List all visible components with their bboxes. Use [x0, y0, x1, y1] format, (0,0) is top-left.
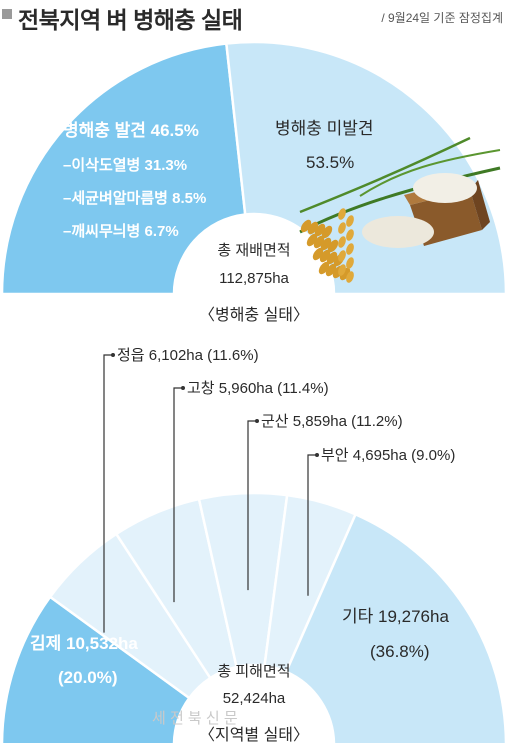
- found-sub-label-1: –이삭도열병 31.3%: [63, 157, 187, 174]
- pie1-caption: 〈병해충 실태〉: [199, 306, 309, 324]
- leader-dot-1: [111, 353, 115, 357]
- pie2-center-value: 52,424ha: [223, 690, 286, 707]
- pie1-slice-found: [0, 42, 247, 296]
- region-label-2: 고창 5,960ha (11.4%): [187, 380, 329, 397]
- chart-header: 전북지역 벼 병해충 실태 / 9월24일 기준 잠정집계: [0, 0, 509, 34]
- title-bullet: [2, 9, 12, 19]
- leader-dot-3: [255, 419, 259, 423]
- found-sub-label-3: –깨씨무늬병 6.7%: [63, 223, 179, 240]
- region-value-5: (36.8%): [370, 642, 430, 661]
- region-label-1: 정읍 6,102ha (11.6%): [117, 347, 259, 364]
- not-found-label: 병해충 미발견: [275, 119, 374, 138]
- found-sub-label-2: –세균벼알마름병 8.5%: [63, 190, 206, 207]
- leader-line-4: [307, 454, 316, 596]
- watermark-text: 세 전 북 신 문: [152, 710, 238, 727]
- found-label: 병해충 발견 46.5%: [63, 121, 199, 140]
- date-note: / 9월24일 기준 잠정집계: [381, 11, 503, 25]
- pie2-center-label: 총 피해면적: [217, 663, 290, 680]
- region-label-4: 부안 4,695ha (9.0%): [321, 447, 455, 464]
- pie2-caption: 〈지역별 실태〉: [199, 726, 309, 743]
- region-label-0: 김제 10,532ha: [30, 634, 138, 653]
- pie2-slice-5: [284, 512, 508, 743]
- pie2-slice-0: [0, 595, 192, 743]
- chart-title: 전북지역 벼 병해충 실태: [18, 7, 243, 33]
- region-label-3: 군산 5,859ha (11.2%): [261, 413, 403, 430]
- leader-line-3: [247, 420, 256, 591]
- leader-line-2: [173, 387, 182, 603]
- leader-dot-2: [181, 386, 185, 390]
- pie1-center-label: 총 재배면적: [217, 242, 290, 259]
- region-label-5: 기타 19,276ha: [342, 607, 449, 626]
- pie1-center-value: 112,875ha: [219, 270, 289, 287]
- leader-dot-4: [315, 453, 319, 457]
- rice-illustration-icon: [299, 136, 501, 283]
- not-found-value: 53.5%: [306, 153, 354, 172]
- leader-line-1: [103, 354, 112, 633]
- region-value-0: (20.0%): [58, 668, 118, 687]
